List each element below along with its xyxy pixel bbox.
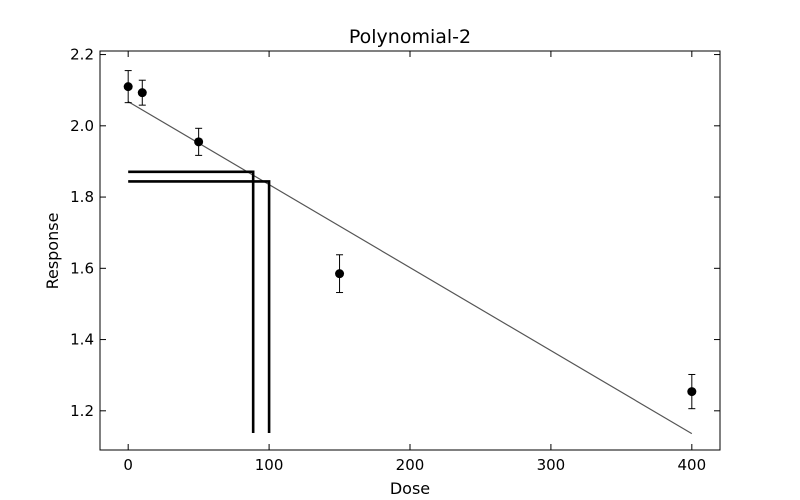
- x-tick-label-2: 200: [396, 456, 425, 474]
- plot-area: [100, 51, 720, 450]
- y-axis-label: Response: [43, 213, 62, 290]
- data-point-0: [123, 82, 133, 92]
- data-point-2: [194, 137, 204, 147]
- data-point-4: [687, 387, 697, 397]
- y-tick-label-2: 1.6: [70, 259, 94, 277]
- fit-layer: [127, 101, 693, 435]
- y-tick-label-3: 1.8: [70, 188, 94, 206]
- points-layer: [123, 70, 697, 410]
- bmd-line-1: [128, 180, 271, 433]
- y-axis: 1.2 1.4 1.6 1.8 2.0 2.2: [70, 46, 720, 420]
- bmd-line-0: [128, 170, 255, 433]
- y-tick-label-0: 1.2: [70, 402, 94, 420]
- x-tick-label-4: 400: [677, 456, 706, 474]
- y-tick-label-4: 2.0: [70, 117, 94, 135]
- fit-line: [127, 101, 693, 435]
- y-tick-label-1: 1.4: [70, 331, 94, 349]
- data-point-3: [335, 269, 345, 279]
- x-tick-label-1: 100: [255, 456, 284, 474]
- data-point-1: [137, 88, 147, 98]
- x-axis: 0 100 200 300 400: [123, 51, 706, 474]
- y-tick-label-5: 2.2: [70, 46, 94, 64]
- bmd-layer: [128, 170, 271, 433]
- x-tick-label-0: 0: [123, 456, 133, 474]
- x-axis-label: Dose: [390, 479, 430, 498]
- x-tick-label-3: 300: [537, 456, 566, 474]
- chart-title: Polynomial-2: [349, 26, 471, 48]
